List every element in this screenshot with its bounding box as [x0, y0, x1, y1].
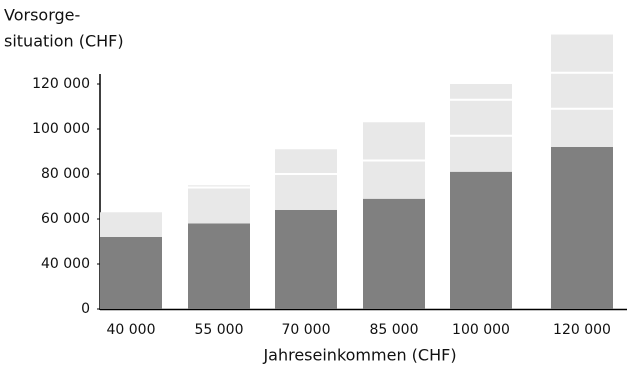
- x-tick-label: 55 000: [195, 322, 244, 338]
- bar-segment: [100, 237, 162, 309]
- bar-segment: [551, 72, 613, 109]
- bar-segment: [275, 149, 337, 174]
- y-tick-label: 100 000: [32, 121, 90, 137]
- bar-segment: [450, 171, 512, 309]
- y-axis-title: Vorsorge-: [4, 6, 80, 25]
- y-tick-label: 60 000: [41, 211, 90, 227]
- x-tick-label: 40 000: [107, 322, 156, 338]
- bar-segment: [188, 187, 250, 224]
- bar-segment: [551, 147, 613, 309]
- x-tick-label: 85 000: [370, 322, 419, 338]
- bar-segment: [363, 160, 425, 199]
- bar-segment: [188, 223, 250, 309]
- bar-segment: [188, 185, 250, 188]
- y-tick-label: 0: [81, 301, 90, 317]
- bar-segment: [363, 198, 425, 309]
- x-tick-label: 120 000: [553, 322, 611, 338]
- x-tick-label: 100 000: [452, 322, 510, 338]
- y-tick-label: 120 000: [32, 76, 90, 92]
- bar-segment: [450, 84, 512, 100]
- bar-segment: [551, 108, 613, 147]
- x-axis-title: Jahreseinkommen (CHF): [262, 346, 456, 365]
- bar-segment: [551, 34, 613, 73]
- bar-segment: [363, 122, 425, 161]
- y-tick-label: 40 000: [41, 256, 90, 272]
- bar-segment: [275, 174, 337, 210]
- y-axis-title: situation (CHF): [4, 32, 124, 51]
- bar-segment: [275, 210, 337, 309]
- bar-segment: [450, 99, 512, 136]
- x-tick-label: 70 000: [282, 322, 331, 338]
- bar-segment: [450, 135, 512, 172]
- bar-segment: [100, 212, 162, 237]
- y-tick-label: 80 000: [41, 166, 90, 182]
